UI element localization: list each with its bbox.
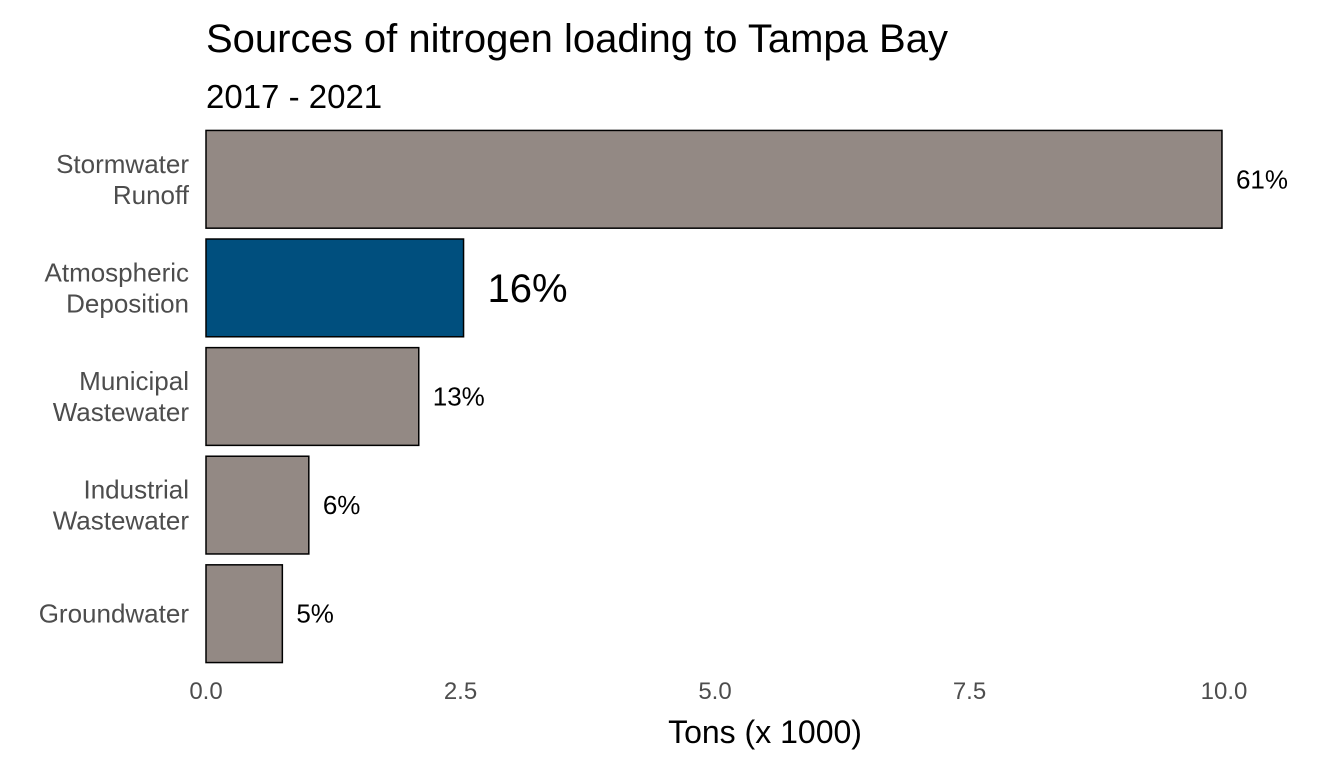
category-label-0: Stormwater Runoff <box>56 149 190 210</box>
chart-subtitle: 2017 - 2021 <box>206 78 382 115</box>
x-axis-ticks: 0.0 2.5 5.0 7.5 10.0 <box>189 678 1247 705</box>
bar-4 <box>205 564 284 664</box>
x-tick-label-2: 5.0 <box>698 678 731 705</box>
bar-0 <box>205 129 1223 229</box>
bar-1 <box>205 238 465 338</box>
category-label-1: Atmospheric Deposition <box>45 257 190 318</box>
value-label-4: 5% <box>296 599 334 629</box>
x-tick-label-0: 0.0 <box>189 678 222 705</box>
bar-2 <box>205 346 420 447</box>
category-label-3: Industrial Wastewater <box>53 475 190 536</box>
x-tick-label-3: 7.5 <box>953 678 986 705</box>
value-label-3: 6% <box>323 490 361 520</box>
value-label-1: 16% <box>488 267 568 311</box>
value-label-0: 61% <box>1236 164 1288 194</box>
chart-title: Sources of nitrogen loading to Tampa Bay <box>206 17 948 61</box>
x-tick-label-1: 2.5 <box>444 678 477 705</box>
bar-3 <box>205 455 310 555</box>
category-label-2: Municipal Wastewater <box>53 366 190 427</box>
category-labels: Stormwater Runoff Atmospheric Deposition Mun… <box>39 149 190 629</box>
bars-group <box>205 129 1223 664</box>
x-axis-title: Tons (x 1000) <box>668 714 862 750</box>
value-labels: 61% 16% 13% 6% 5% <box>296 164 1288 628</box>
value-label-2: 13% <box>433 382 485 412</box>
x-tick-label-4: 10.0 <box>1201 678 1248 705</box>
category-label-4: Groundwater <box>39 599 190 629</box>
